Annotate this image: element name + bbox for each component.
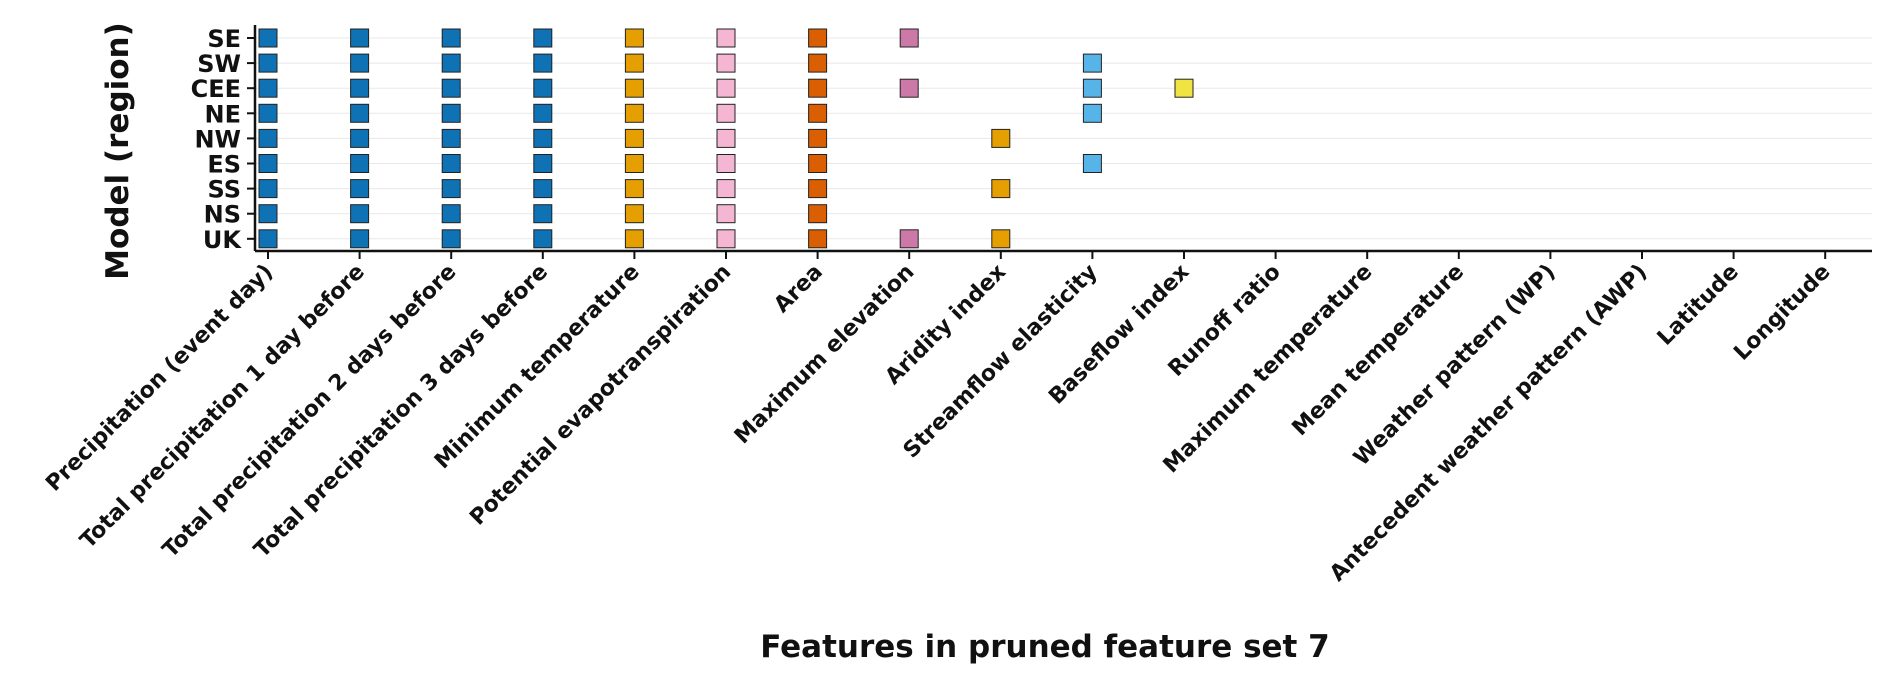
marker-ne-total-precipitation-3-days-before — [533, 103, 553, 123]
marker-uk-area — [808, 229, 828, 249]
marker-es-minimum-temperature — [624, 154, 644, 173]
marker-cee-potential-evapotranspiration — [716, 78, 736, 98]
marker-ns-area — [808, 204, 828, 224]
y-tick-label-nw: NW — [194, 125, 241, 153]
marker-ss-potential-evapotranspiration — [716, 179, 736, 199]
marker-ne-total-precipitation-1-day-before — [350, 103, 370, 123]
y-tick-label-cee: CEE — [191, 75, 241, 103]
marker-cee-area — [808, 78, 828, 98]
marker-se-total-precipitation-3-days-before — [533, 28, 553, 48]
marker-se-total-precipitation-1-day-before — [350, 28, 370, 48]
marker-ss-total-precipitation-2-days-before — [441, 179, 461, 199]
marker-es-precipitation-event-day — [258, 154, 278, 173]
marker-sw-total-precipitation-3-days-before — [533, 53, 553, 73]
marker-ns-minimum-temperature — [624, 204, 644, 224]
y-tick-label-ne: NE — [205, 100, 241, 128]
marker-ne-area — [808, 103, 828, 123]
marker-uk-maximum-elevation — [899, 229, 919, 249]
marker-ns-total-precipitation-1-day-before — [350, 204, 370, 224]
marker-uk-minimum-temperature — [624, 229, 644, 249]
marker-sw-total-precipitation-1-day-before — [350, 53, 370, 73]
marker-nw-precipitation-event-day — [258, 128, 278, 148]
y-tick-label-es: ES — [207, 151, 241, 179]
marker-cee-streamflow-elasticity — [1082, 78, 1102, 98]
marker-ns-total-precipitation-2-days-before — [441, 204, 461, 224]
marker-ss-total-precipitation-3-days-before — [533, 179, 553, 199]
marker-es-total-precipitation-1-day-before — [350, 154, 370, 173]
marker-nw-aridity-index — [991, 128, 1011, 148]
marker-nw-total-precipitation-3-days-before — [533, 128, 553, 148]
marker-ne-precipitation-event-day — [258, 103, 278, 123]
marker-ss-minimum-temperature — [624, 179, 644, 199]
marker-cee-total-precipitation-1-day-before — [350, 78, 370, 98]
axes — [247, 25, 1872, 259]
marker-cee-baseflow-index — [1174, 78, 1194, 98]
marker-sw-area — [808, 53, 828, 73]
marker-uk-aridity-index — [991, 229, 1011, 249]
marker-ss-precipitation-event-day — [258, 179, 278, 199]
marker-se-precipitation-event-day — [258, 28, 278, 48]
marker-ns-precipitation-event-day — [258, 204, 278, 224]
marker-se-minimum-temperature — [624, 28, 644, 48]
marker-ss-aridity-index — [991, 179, 1011, 199]
y-tick-label-se: SE — [207, 25, 241, 53]
marker-sw-precipitation-event-day — [258, 53, 278, 73]
x-tick-labels: Precipitation (event day)Total precipita… — [41, 260, 1835, 587]
marker-ne-streamflow-elasticity — [1082, 103, 1102, 123]
marker-ne-minimum-temperature — [624, 103, 644, 123]
y-tick-label-ns: NS — [204, 201, 241, 229]
marker-es-total-precipitation-2-days-before — [441, 154, 461, 173]
marker-es-area — [808, 154, 828, 173]
feature-markers — [258, 28, 1194, 249]
x-tick-label-antecedent-weather-pattern-awp: Antecedent weather pattern (AWP) — [1325, 260, 1652, 587]
marker-uk-total-precipitation-1-day-before — [350, 229, 370, 249]
x-tick-label-latitude: Latitude — [1653, 260, 1744, 351]
marker-es-total-precipitation-3-days-before — [533, 154, 553, 173]
marker-cee-total-precipitation-2-days-before — [441, 78, 461, 98]
marker-sw-minimum-temperature — [624, 53, 644, 73]
marker-nw-area — [808, 128, 828, 148]
marker-cee-maximum-elevation — [899, 78, 919, 98]
marker-ne-potential-evapotranspiration — [716, 103, 736, 123]
marker-uk-potential-evapotranspiration — [716, 229, 736, 249]
marker-uk-total-precipitation-2-days-before — [441, 229, 461, 249]
x-tick-label-mean-temperature: Mean temperature — [1288, 260, 1469, 441]
marker-nw-potential-evapotranspiration — [716, 128, 736, 148]
marker-nw-total-precipitation-2-days-before — [441, 128, 461, 148]
x-axis-title: Features in pruned feature set 7 — [760, 629, 1330, 665]
marker-ne-total-precipitation-2-days-before — [441, 103, 461, 123]
marker-cee-total-precipitation-3-days-before — [533, 78, 553, 98]
marker-cee-minimum-temperature — [624, 78, 644, 98]
marker-ss-area — [808, 179, 828, 199]
marker-ns-potential-evapotranspiration — [716, 204, 736, 224]
y-tick-label-ss: SS — [208, 176, 242, 204]
y-tick-label-sw: SW — [197, 50, 241, 78]
marker-sw-streamflow-elasticity — [1082, 53, 1102, 73]
marker-uk-total-precipitation-3-days-before — [533, 229, 553, 249]
marker-se-potential-evapotranspiration — [716, 28, 736, 48]
marker-es-potential-evapotranspiration — [716, 154, 736, 173]
marker-nw-total-precipitation-1-day-before — [350, 128, 370, 148]
y-tick-label-uk: UK — [203, 226, 242, 254]
marker-uk-precipitation-event-day — [258, 229, 278, 249]
marker-se-total-precipitation-2-days-before — [441, 28, 461, 48]
marker-sw-total-precipitation-2-days-before — [441, 53, 461, 73]
marker-cee-precipitation-event-day — [258, 78, 278, 98]
x-tick-label-longitude: Longitude — [1729, 260, 1835, 366]
marker-sw-potential-evapotranspiration — [716, 53, 736, 73]
marker-es-streamflow-elasticity — [1082, 154, 1102, 173]
marker-ss-total-precipitation-1-day-before — [350, 179, 370, 199]
x-tick-label-maximum-elevation: Maximum elevation — [730, 260, 920, 450]
y-axis-title: Model (region) — [100, 22, 136, 280]
x-tick-label-area: Area — [769, 260, 827, 318]
marker-ns-total-precipitation-3-days-before — [533, 204, 553, 224]
marker-se-maximum-elevation — [899, 28, 919, 48]
x-tick-label-streamflow-elasticity: Streamflow elasticity — [899, 260, 1103, 464]
grid-lines — [255, 37, 1872, 240]
marker-nw-minimum-temperature — [624, 128, 644, 148]
marker-se-area — [808, 28, 828, 48]
